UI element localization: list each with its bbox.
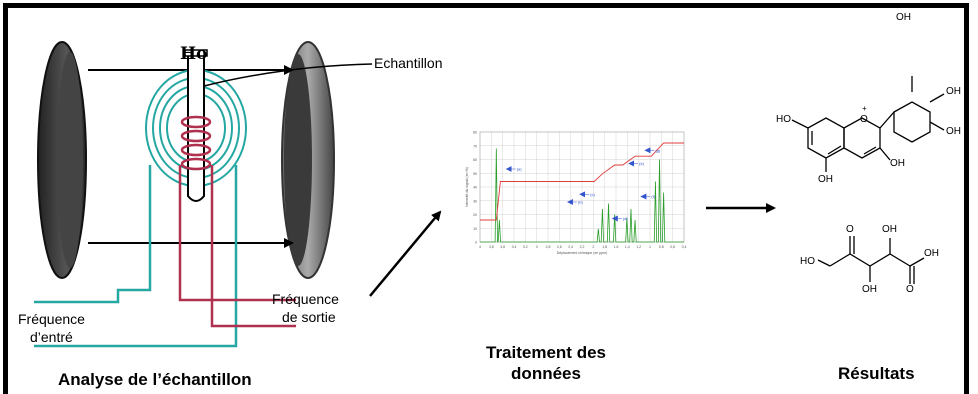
mol2-label: OH xyxy=(862,284,877,295)
field-label: Ho xyxy=(180,44,208,64)
spectrum-x-tick: 1,8 xyxy=(602,245,607,249)
spectrum-x-tick: 3 xyxy=(536,245,538,249)
mol1-label: O xyxy=(860,114,868,125)
spectrum-x-tick: 2,6 xyxy=(557,245,562,249)
spectrum-y-label: Intensité du signal (en %) xyxy=(465,167,469,207)
spectrum-x-tick: 3,2 xyxy=(523,245,528,249)
mol2-label: O xyxy=(846,224,854,235)
coil-wires xyxy=(178,165,296,328)
caption-processing: Traitement des données xyxy=(486,342,606,384)
spectrum-x-tick: 3,6 xyxy=(500,245,505,249)
mol1-label: OH xyxy=(818,174,833,185)
spectrum-x-tick: 2,2 xyxy=(580,245,585,249)
spectrum-x-tick: 0,8 xyxy=(659,245,664,249)
input-frequency-line2: d’entré xyxy=(30,329,73,345)
right-magnet-face xyxy=(284,54,312,266)
spectrum-peak-label: (c) xyxy=(590,192,595,197)
spectrum-peak-label: (f) xyxy=(651,194,655,199)
mol1-label: OH xyxy=(896,12,911,23)
spectrum-x-tick: 0,6 xyxy=(670,245,675,249)
spectrum-x-tick: 2,4 xyxy=(568,245,573,249)
spectrum-x-tick: 1 xyxy=(649,245,651,249)
caption-analysis: Analyse de l’échantillon xyxy=(58,370,252,389)
spectrum-y-tick: 20 xyxy=(473,213,477,217)
spectrum-x-tick: 3,8 xyxy=(489,245,494,249)
spectrum-x-tick: 1,2 xyxy=(636,245,641,249)
spectrum-y-tick: 80 xyxy=(473,131,477,135)
mol2-label: OH xyxy=(882,224,897,235)
spectrum-x-tick: 0,4 xyxy=(682,245,687,249)
spectrum-trace xyxy=(480,148,684,243)
spectrum-x-tick: 2 xyxy=(592,245,594,249)
output-frequency-line2: de sortie xyxy=(282,309,336,325)
spectrum-y-tick: 10 xyxy=(473,227,477,231)
spectrum-y-tick: 30 xyxy=(473,199,477,203)
spectrum-y-tick: 40 xyxy=(473,186,477,190)
sample-label: Echantillon xyxy=(374,55,443,71)
arrow-to-processing xyxy=(369,210,442,297)
mol1-label: + xyxy=(862,104,867,113)
spectrum-y-tick: 50 xyxy=(473,172,477,176)
molecule-tartaric xyxy=(817,236,925,284)
mol2-label: O xyxy=(906,284,914,295)
input-lead xyxy=(34,165,238,348)
left-magnet-face xyxy=(57,52,83,268)
spectrum-x-tick: 3,4 xyxy=(512,245,517,249)
caption-results: Résultats xyxy=(838,364,915,383)
output-frequency-label: Fréquence de sortie xyxy=(272,290,339,326)
tube-cap xyxy=(184,49,208,57)
spectrum-x-tick: 2,8 xyxy=(546,245,551,249)
nmr-spectrum: 4 3,8 3,6 3,4 3,2 3 2,8 2,6 2,4 2,2 2 1,8 1,6 1,4 1,2 1… xyxy=(465,131,686,256)
caption-processing-line2: données xyxy=(511,364,581,383)
spectrum-x-tick: 1,4 xyxy=(625,245,630,249)
output-frequency-line1: Fréquence xyxy=(272,291,339,307)
mol2-label: OH xyxy=(924,248,939,259)
spectrum-peak-label: (b) xyxy=(578,200,584,205)
mol1-label: OH xyxy=(946,126,961,137)
rf-coil xyxy=(180,115,212,171)
spectrum-y-tick: 60 xyxy=(473,158,477,162)
input-frequency-line1: Fréquence xyxy=(18,311,85,327)
spectrum-peak-label: (e) xyxy=(639,161,645,166)
mol1-label: OH xyxy=(890,158,905,169)
mol1-label: HO xyxy=(776,114,791,125)
molecule-anthocyanidin xyxy=(791,76,945,172)
spectrum-integration xyxy=(480,142,684,221)
sample-pointer xyxy=(203,63,373,87)
spectrum-x-tick: 4 xyxy=(479,245,481,249)
mol2-label: HO xyxy=(800,256,815,267)
spectrum-peak-label: (a) xyxy=(517,167,523,172)
spectrum-peak-label: (g) xyxy=(655,148,661,153)
mol1-label: OH xyxy=(946,86,961,97)
spectrum-peak-label: (d) xyxy=(623,216,629,221)
spectrum-x-label: Déplacement chimique (en ppm) xyxy=(557,251,608,255)
spectrum-y-tick: 0 xyxy=(475,241,477,245)
spectrum-y-tick: 70 xyxy=(473,144,477,148)
caption-processing-line1: Traitement des xyxy=(486,343,606,362)
input-frequency-label: Fréquence d’entré xyxy=(18,310,85,346)
spectrum-x-tick: 1,6 xyxy=(614,245,619,249)
